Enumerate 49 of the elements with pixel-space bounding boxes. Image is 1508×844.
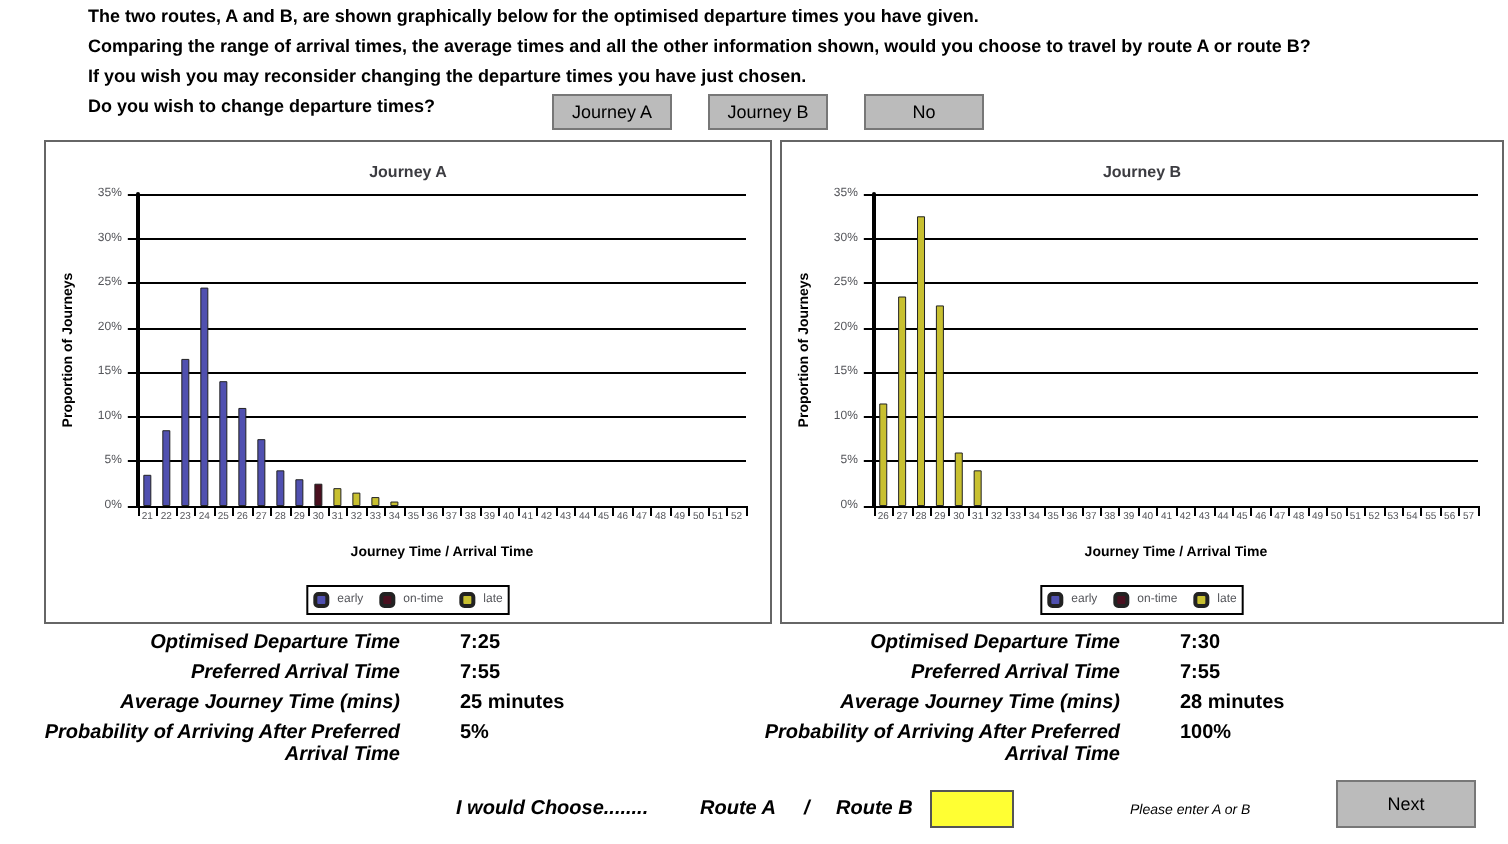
text: Route B — [836, 798, 913, 820]
bar — [143, 474, 152, 506]
text: Journey A — [552, 94, 672, 130]
text: 5% — [460, 722, 491, 748]
bar — [879, 403, 888, 506]
bar — [276, 470, 285, 506]
text: 25 minutes — [460, 692, 567, 714]
text: Probability of Arriving After Preferred Arrival Time — [42, 722, 400, 766]
text: 7:30 — [1180, 632, 1223, 654]
text: I would Choose........ — [456, 798, 649, 820]
text: Next — [1336, 780, 1476, 828]
bar — [219, 381, 228, 506]
text: Preferred Arrival Time — [909, 662, 1120, 684]
text: No — [864, 94, 984, 130]
text: Probability of Arriving After Preferred Arrival Time — [762, 722, 1120, 766]
text: Average Journey Time (mins) — [118, 692, 400, 714]
bar — [917, 216, 926, 506]
text: If you wish you may reconsider changing the departure times you have just chosen. — [88, 64, 807, 90]
text: 7:55 — [1180, 662, 1223, 684]
text: / — [804, 798, 810, 820]
bar — [898, 296, 907, 506]
chart-title: Journey B — [1102, 163, 1182, 181]
bar — [295, 479, 304, 506]
text: Preferred Arrival Time — [189, 662, 400, 684]
text: 100% — [1180, 722, 1234, 748]
bar — [314, 483, 323, 506]
text: Route A — [700, 798, 776, 820]
text: 7:55 — [460, 662, 503, 684]
text: Journey B — [708, 94, 828, 130]
bar — [181, 358, 190, 506]
bar — [238, 407, 247, 506]
text: Optimised Departure Time — [868, 632, 1120, 654]
bar — [935, 305, 944, 506]
text: Do you wish to change departure times? — [88, 94, 436, 120]
text: Comparing the range of arrival times, the average times and all the other information shown, would you choose to travel by route A or route B? — [88, 34, 1311, 60]
bar — [371, 497, 380, 506]
bar — [973, 470, 982, 506]
bar — [200, 287, 209, 506]
bar — [162, 430, 171, 506]
bar — [954, 452, 963, 506]
text: 28 minutes — [1180, 692, 1287, 714]
text: The two routes, A and B, are shown graphically below for the optimised departure times you have given. — [88, 4, 979, 30]
text: Average Journey Time (mins) — [838, 692, 1120, 714]
bar — [352, 492, 361, 506]
bar — [257, 439, 266, 506]
text: Optimised Departure Time — [148, 632, 400, 654]
chart-title: Journey A — [369, 163, 448, 181]
text: 7:25 — [460, 632, 503, 654]
bar — [333, 488, 342, 506]
